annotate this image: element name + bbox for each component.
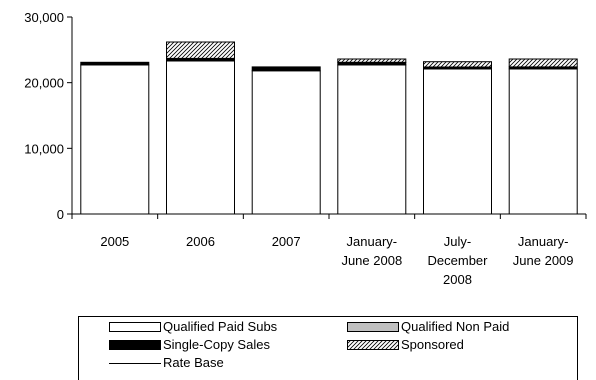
legend-swatch-qualified-non-paid [347,322,399,332]
bar-segment-qualified-paid-subs [80,64,150,215]
legend-swatch-single-copy-sales [109,340,161,350]
x-tick-label: 2006 [186,234,215,249]
legend: Qualified Paid Subs Qualified Non Paid S… [78,316,578,380]
bar-segment-qualified-paid-subs [508,68,578,215]
legend-label: Rate Base [163,355,224,370]
legend-label: Sponsored [401,337,464,352]
x-tick-label: January-June 2009 [513,234,574,268]
legend-label: Qualified Non Paid [401,319,510,334]
y-tick-label: 30,000 [24,10,64,25]
bar-segment-single-copy-sales [80,61,150,66]
bar-segment-single-copy-sales [251,66,321,72]
legend-swatch-qualified-paid-subs [109,322,161,332]
y-tick-label: 10,000 [24,141,64,156]
stacked-bar-chart: 0 10,000 20,000 30,000 2005 2006 2007 January-J… [24,10,587,287]
bar-segment-qualified-paid-subs [166,60,235,215]
y-tick-label: 20,000 [24,76,64,91]
y-tick-label: 0 [57,207,64,222]
x-tick-label: July-December 2008 [428,234,489,287]
legend-line-rate-base [109,363,161,364]
x-tick-label: 2007 [272,234,301,249]
bar-segment-qualified-paid-subs [423,68,492,215]
bar-segment-sponsored [166,41,235,59]
legend-swatch-sponsored [347,340,399,350]
bar-segment-qualified-paid-subs [337,64,407,215]
x-tick-label: 2005 [100,234,129,249]
bar-segment-qualified-paid-subs [251,70,321,215]
bar-segment-sponsored [508,58,578,68]
legend-label: Single-Copy Sales [163,337,270,352]
bar-segment-sponsored [337,58,407,63]
bar-segment-sponsored [423,61,492,68]
legend-label: Qualified Paid Subs [163,319,278,334]
x-tick-label: January-June 2008 [341,234,402,268]
